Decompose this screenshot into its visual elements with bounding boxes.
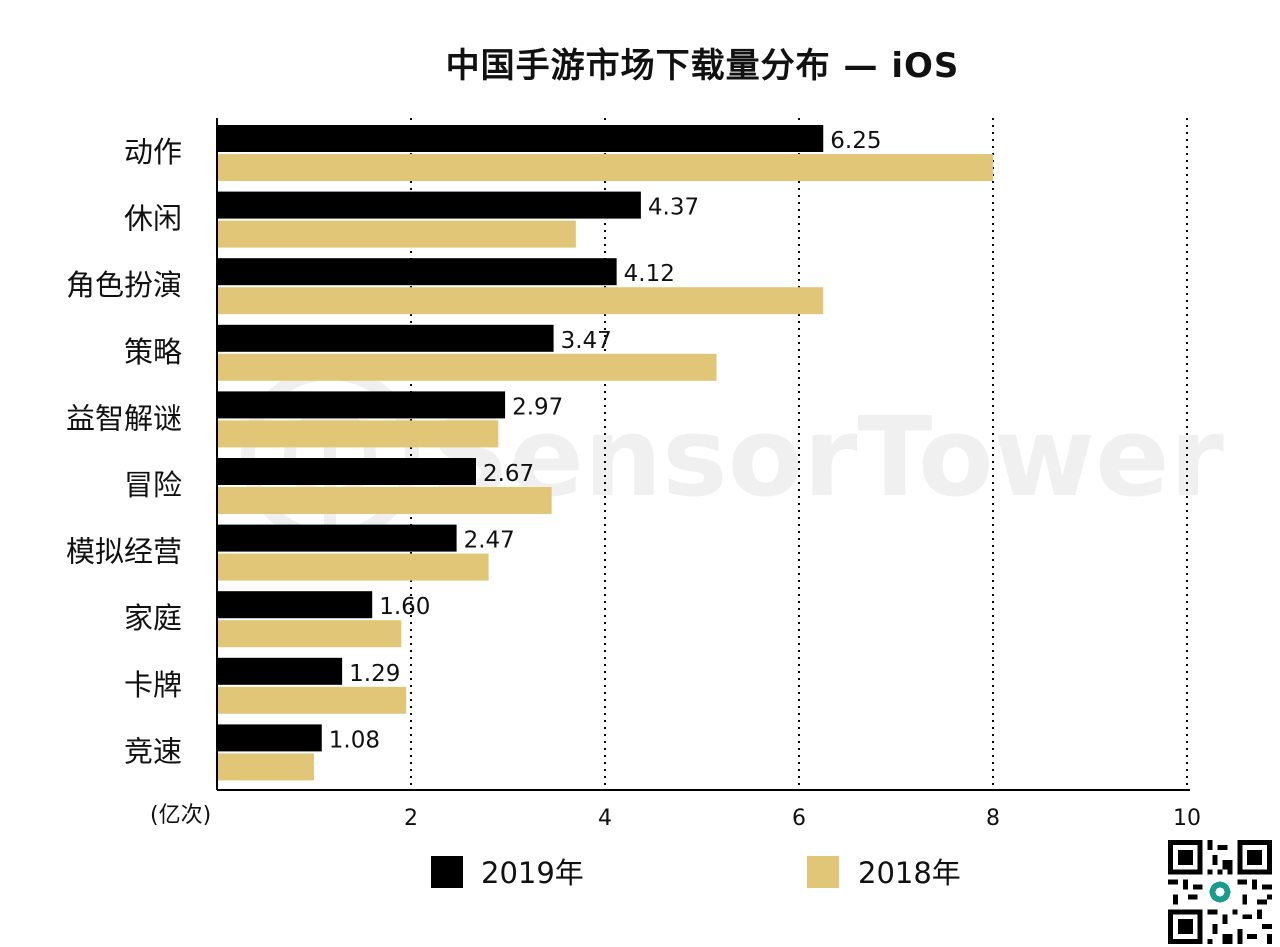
- bars: [217, 125, 993, 781]
- bar-2018: [217, 220, 576, 248]
- category-label: 竞速: [124, 734, 182, 768]
- value-label: 2.47: [464, 528, 515, 554]
- bar-2018: [217, 353, 717, 381]
- category-label: 角色扮演: [66, 268, 182, 302]
- category-label: 冒险: [124, 468, 182, 502]
- value-label: 2.67: [483, 461, 534, 487]
- bar-2018: [217, 487, 552, 514]
- x-tick-label: 6: [792, 806, 806, 831]
- value-label: 3.47: [561, 328, 612, 354]
- legend-swatch-2019: [431, 856, 463, 888]
- value-label: 2.97: [512, 394, 563, 420]
- bar-2018: [217, 154, 993, 181]
- legend: 2019年 2018年: [431, 856, 961, 890]
- x-tick-label: 8: [986, 806, 1000, 831]
- value-label: 1.08: [329, 727, 380, 753]
- x-tick-label: 2: [404, 806, 418, 831]
- bar-2018: [217, 753, 314, 781]
- bar-2018: [217, 553, 489, 581]
- value-label: 4.37: [648, 195, 699, 221]
- bar-2019: [217, 391, 506, 419]
- bar-2019: [217, 125, 824, 152]
- legend-label-2018: 2018年: [858, 856, 961, 890]
- category-label: 益智解谜: [66, 401, 182, 435]
- value-label: 1.60: [379, 594, 430, 620]
- watermark-text: SensorTower: [430, 393, 1224, 521]
- bar-2019: [217, 258, 617, 286]
- category-label: 家庭: [124, 601, 182, 635]
- x-tick-label: 10: [1173, 806, 1201, 831]
- bar-2018: [217, 620, 402, 648]
- bar-2018: [217, 420, 499, 448]
- category-label: 卡牌: [124, 668, 182, 702]
- qr-code-icon: [1168, 840, 1272, 944]
- category-label: 策略: [124, 335, 182, 369]
- value-label: 6.25: [830, 128, 881, 154]
- legend-label-2019: 2019年: [481, 856, 584, 890]
- x-ticks: 2 4 6 8 10: [404, 806, 1201, 831]
- bar-2018: [217, 686, 407, 714]
- chart-title: 中国手游市场下载量分布 — iOS: [445, 46, 960, 86]
- bar-2019: [217, 458, 476, 485]
- category-label: 动作: [124, 135, 182, 169]
- value-label: 4.12: [624, 261, 675, 287]
- category-label: 休闲: [124, 202, 182, 236]
- x-tick-label: 4: [598, 806, 612, 831]
- bar-2019: [217, 724, 322, 752]
- value-label: 1.29: [349, 661, 400, 687]
- bar-2018: [217, 287, 824, 315]
- x-axis-unit-label: (亿次): [150, 803, 211, 828]
- labels: 动作 6.25 休闲 4.37 角色扮演 4.12 策略 3.47 益智解谜 2.97 冒险 2.67…: [66, 128, 881, 768]
- category-label: 模拟经营: [66, 535, 182, 569]
- bar-2019: [217, 657, 343, 685]
- bar-2019: [217, 591, 373, 619]
- bar-2019: [217, 524, 457, 552]
- bar-2019: [217, 191, 641, 219]
- legend-swatch-2018: [807, 856, 839, 888]
- bar-2019: [217, 324, 554, 352]
